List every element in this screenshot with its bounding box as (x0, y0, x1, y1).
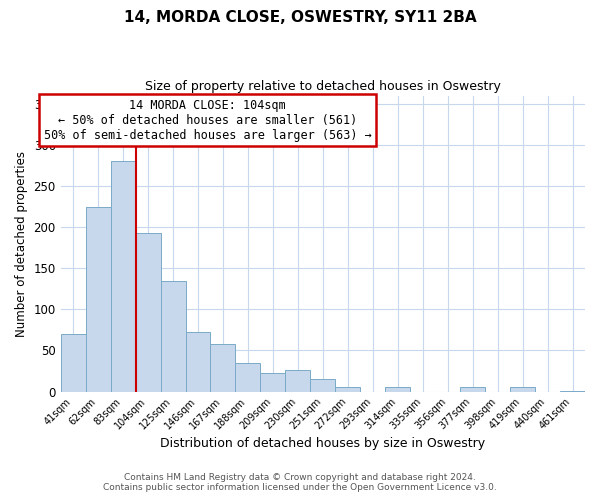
Text: 14 MORDA CLOSE: 104sqm
← 50% of detached houses are smaller (561)
50% of semi-de: 14 MORDA CLOSE: 104sqm ← 50% of detached… (44, 98, 371, 142)
Bar (86, 208, 110, 392)
Bar (235, 363, 260, 392)
X-axis label: Distribution of detached houses by size in Oswestry: Distribution of detached houses by size … (160, 437, 485, 450)
Bar (161, 282, 185, 392)
Bar (385, 386, 410, 392)
Bar (260, 374, 286, 392)
Bar (510, 386, 535, 392)
Bar (211, 344, 235, 392)
Bar (460, 386, 485, 392)
Bar (110, 162, 136, 392)
Bar (61, 334, 86, 392)
Text: 14, MORDA CLOSE, OSWESTRY, SY11 2BA: 14, MORDA CLOSE, OSWESTRY, SY11 2BA (124, 10, 476, 25)
Text: Contains HM Land Registry data © Crown copyright and database right 2024.
Contai: Contains HM Land Registry data © Crown c… (103, 473, 497, 492)
Bar (286, 370, 310, 392)
Bar (185, 332, 211, 392)
Bar (310, 379, 335, 392)
Y-axis label: Number of detached properties: Number of detached properties (15, 150, 28, 336)
Bar (136, 233, 161, 392)
Bar (560, 391, 585, 392)
Bar (335, 388, 360, 392)
Title: Size of property relative to detached houses in Oswestry: Size of property relative to detached ho… (145, 80, 501, 93)
